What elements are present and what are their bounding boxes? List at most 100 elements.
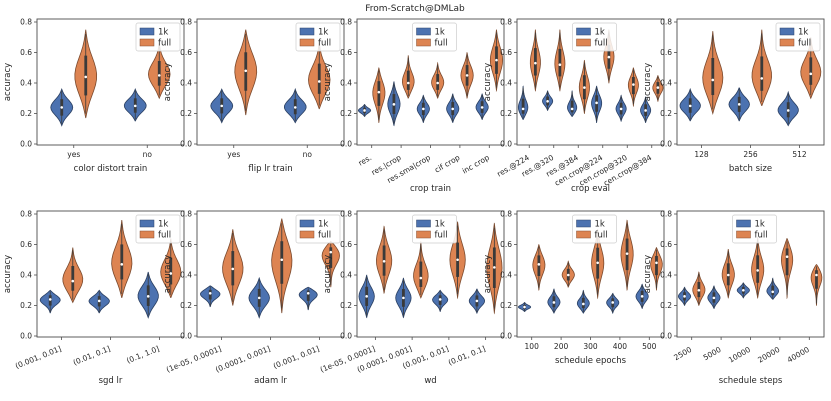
violin-median: [422, 107, 425, 111]
x-tick-label: 400: [613, 342, 628, 351]
violin-median: [436, 81, 439, 85]
y-axis-label: accuracy: [323, 255, 333, 293]
x-tick-label: 20000: [756, 345, 781, 365]
violin-box: [157, 60, 161, 86]
chart-panel-2: 0.0 0.2 0.4 0.6 0.8 accuracy yes no flip lr trai…: [163, 18, 345, 174]
legend-label-1k: 1k: [158, 28, 168, 38]
violin-median: [480, 106, 484, 109]
x-tick-label: (0.001, 0.01]: [14, 344, 63, 371]
y-tick-label: 0.6: [20, 240, 32, 249]
violin-median: [280, 258, 284, 262]
violin-median: [382, 259, 386, 263]
legend-swatch-full: [576, 38, 591, 47]
violin-box: [317, 63, 321, 94]
violin-median: [595, 101, 598, 105]
violin-median: [711, 78, 715, 82]
x-tick-label: 100: [525, 342, 540, 351]
violin-median: [71, 279, 75, 283]
legend-swatch-full: [779, 38, 795, 47]
violin-median: [363, 109, 366, 112]
legend-label-full: full: [595, 231, 608, 241]
violin-median: [546, 100, 549, 103]
y-tick-label: 0.8: [20, 210, 32, 219]
y-tick-label: 0.4: [340, 79, 352, 88]
y-tick-label: 0.2: [660, 109, 672, 118]
legend-swatch-1k: [416, 219, 431, 228]
violin-median: [644, 109, 647, 112]
violin-box: [771, 285, 775, 296]
legend-label-1k: 1k: [595, 220, 605, 230]
x-tick-label: 5000: [702, 345, 723, 362]
y-tick-label: 0.0: [20, 140, 32, 149]
violin-median: [712, 296, 716, 300]
legend-label-full: full: [595, 39, 608, 49]
violin-median: [402, 296, 405, 300]
y-tick-label: 0.0: [500, 140, 512, 149]
violin-median: [625, 252, 629, 255]
x-tick-label: 200: [554, 342, 569, 351]
x-tick-label: (1e-05, 0.0001]: [165, 344, 223, 374]
violin-box: [760, 56, 764, 91]
legend-swatch-1k: [299, 219, 315, 228]
violin-median: [607, 55, 611, 59]
y-tick-label: 0.0: [340, 140, 352, 149]
x-tick-label: yes: [67, 150, 80, 159]
violin-median: [756, 269, 759, 272]
violin-median: [726, 273, 730, 277]
violin-median: [786, 109, 790, 112]
violin-median: [406, 81, 410, 85]
plot-frame: [356, 210, 505, 338]
y-tick-label: 0.4: [500, 271, 512, 280]
legend-label-1k: 1k: [755, 220, 765, 230]
y-tick-label: 0.8: [180, 210, 192, 219]
violin-box: [280, 241, 284, 284]
violin-box: [71, 266, 75, 291]
violin-median: [596, 261, 599, 265]
violin-box: [377, 81, 381, 106]
plot-frame: [516, 18, 665, 146]
y-axis-label: accuracy: [483, 255, 493, 293]
y-tick-label: 0.8: [20, 18, 32, 27]
violin-median: [632, 83, 635, 86]
violin-box: [756, 255, 760, 283]
violin-median: [771, 290, 775, 294]
x-tick-label: (0.01, 0.1]: [447, 344, 487, 367]
violin-median: [231, 267, 235, 271]
x-tick-label: (0.01, 0.1]: [72, 344, 112, 367]
violin-box: [306, 290, 310, 301]
y-tick-label: 0.2: [20, 301, 32, 310]
y-tick-label: 0.6: [20, 48, 32, 57]
violin-median: [742, 288, 745, 292]
legend-swatch-full: [576, 230, 591, 239]
violin-median: [317, 80, 321, 83]
y-tick-label: 0.6: [500, 240, 512, 249]
x-tick-label: res.: [357, 153, 373, 168]
legend-swatch-1k: [139, 27, 155, 36]
y-tick-label: 0.0: [500, 332, 512, 341]
violin-box: [533, 48, 537, 76]
violin-box: [406, 70, 410, 90]
violin-median: [493, 266, 496, 269]
plot-frame: [196, 18, 345, 146]
y-tick-label: 0.4: [20, 271, 32, 280]
x-axis-label: crop eval: [571, 184, 610, 194]
chart-panel-6: 0.0 0.2 0.4 0.6 0.8 accuracy (0.001, 0.01] (0.0…: [3, 210, 185, 386]
y-tick-label: 0.4: [660, 271, 672, 280]
violin-median: [537, 263, 541, 266]
legend-swatch-full: [299, 38, 315, 47]
y-tick-label: 0.4: [340, 271, 352, 280]
x-tick-label: no: [143, 150, 153, 159]
violin-median: [84, 75, 88, 79]
chart-panel-1: 0.0 0.2 0.4 0.6 0.8 accuracy yes no color distor…: [3, 18, 185, 174]
x-tick-label: 10000: [727, 345, 752, 365]
x-tick-label: 128: [694, 150, 709, 159]
violin-box: [329, 247, 333, 268]
